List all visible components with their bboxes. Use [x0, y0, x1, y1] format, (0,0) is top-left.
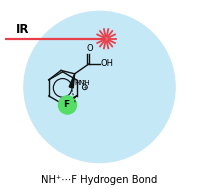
Circle shape — [24, 11, 175, 163]
Polygon shape — [69, 74, 75, 88]
Text: O: O — [86, 44, 93, 53]
Text: NH⁺⋯F Hydrogen Bond: NH⁺⋯F Hydrogen Bond — [41, 175, 158, 185]
Text: OH: OH — [100, 60, 113, 68]
Circle shape — [59, 96, 77, 114]
Text: HNH: HNH — [75, 80, 90, 86]
Circle shape — [103, 36, 109, 42]
Text: IR: IR — [15, 23, 29, 36]
Text: 2: 2 — [82, 80, 85, 85]
Text: +: + — [82, 85, 87, 90]
Text: F: F — [63, 100, 69, 109]
